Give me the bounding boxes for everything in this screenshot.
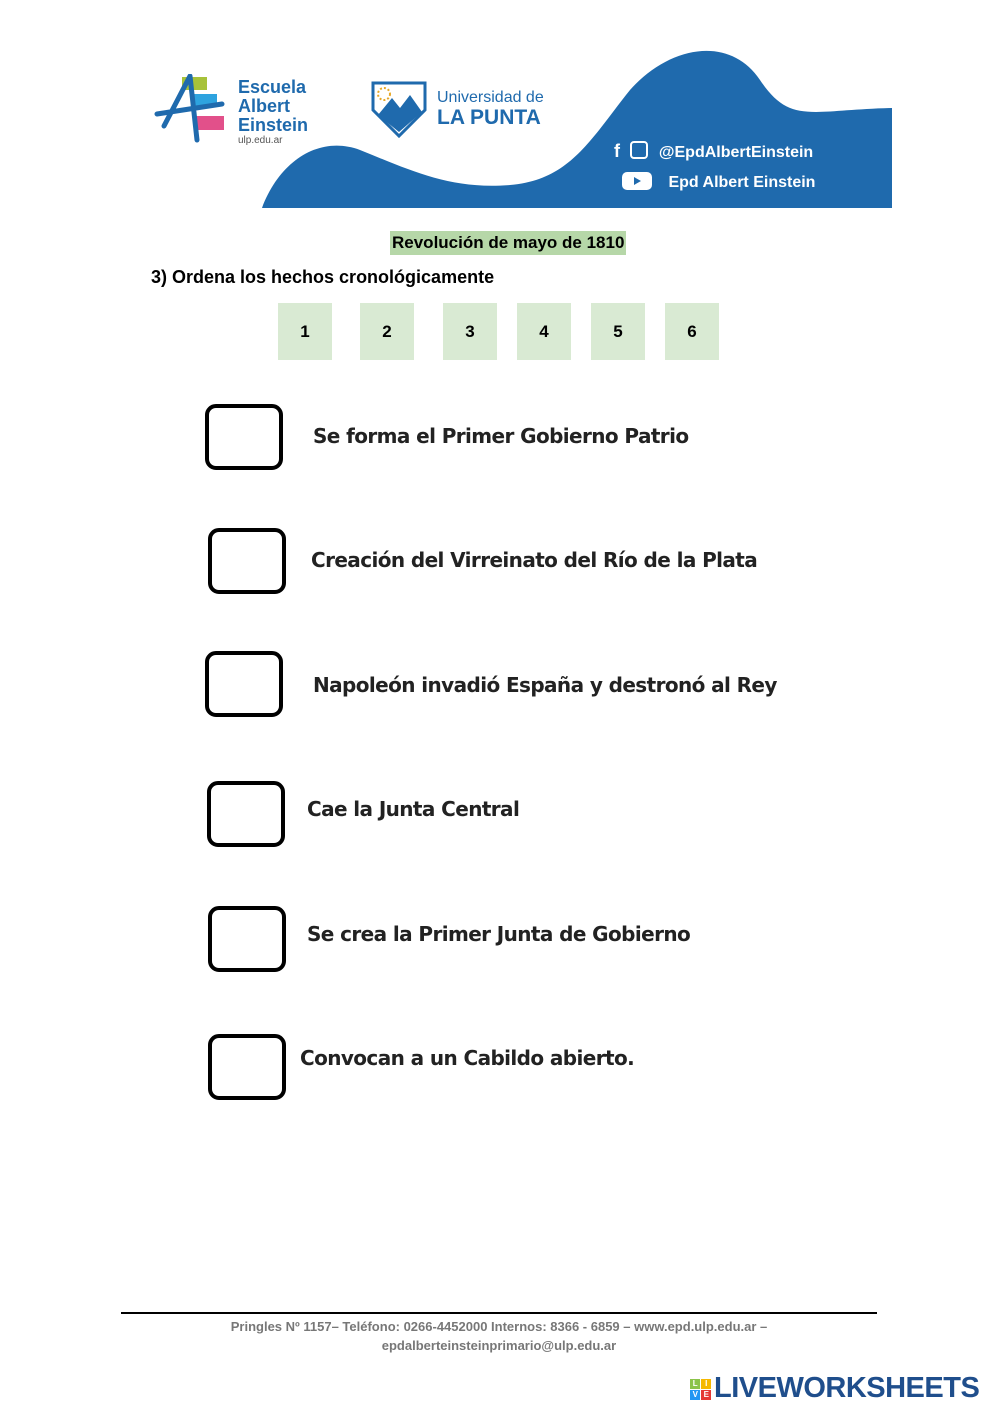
event-item: Creación del Virreinato del Río de la Pl… — [311, 548, 758, 572]
youtube-channel[interactable]: Epd Albert Einstein — [622, 172, 815, 192]
number-tile[interactable]: 2 — [360, 303, 414, 360]
school-name: Escuela Albert Einstein ulp.edu.ar — [238, 77, 309, 147]
event-item: Se forma el Primer Gobierno Patrio — [313, 424, 689, 448]
answer-box[interactable] — [205, 651, 283, 717]
youtube-icon[interactable] — [622, 172, 652, 190]
number-tile[interactable]: 3 — [443, 303, 497, 360]
worksheet-title: Revolución de mayo de 1810 — [390, 231, 627, 255]
university-name: Universidad de LA PUNTA — [437, 89, 544, 129]
question-text: 3) Ordena los hechos cronológicamente — [151, 267, 495, 287]
liveworksheets-watermark: L I V E LIVEWORKSHEETS — [690, 1372, 980, 1405]
social-handle[interactable]: f @EpdAlbertEinstein — [614, 141, 814, 161]
answer-box[interactable] — [207, 781, 285, 847]
answer-box[interactable] — [205, 404, 283, 470]
answer-box[interactable] — [208, 528, 286, 594]
event-item: Convocan a un Cabildo abierto. — [300, 1046, 635, 1070]
university-shield-icon — [371, 81, 427, 138]
number-tile[interactable]: 6 — [665, 303, 719, 360]
school-site: ulp.edu.ar — [238, 135, 283, 146]
number-tile[interactable]: 1 — [278, 303, 332, 360]
number-tile[interactable]: 5 — [591, 303, 645, 360]
footer-divider — [121, 1312, 877, 1314]
event-item: Napoleón invadió España y destronó al Re… — [313, 673, 777, 697]
event-item: Se crea la Primer Junta de Gobierno — [307, 922, 691, 946]
number-tile[interactable]: 4 — [517, 303, 571, 360]
instagram-icon[interactable] — [630, 141, 649, 159]
facebook-icon[interactable]: f — [614, 141, 620, 161]
footer-contact: Pringles Nº 1157– Teléfono: 0266-4452000… — [230, 1319, 768, 1353]
answer-box[interactable] — [208, 1034, 286, 1100]
answer-box[interactable] — [208, 906, 286, 972]
event-item: Cae la Junta Central — [307, 797, 520, 821]
school-logo-icon — [154, 74, 225, 143]
header-banner-wave — [262, 50, 892, 208]
